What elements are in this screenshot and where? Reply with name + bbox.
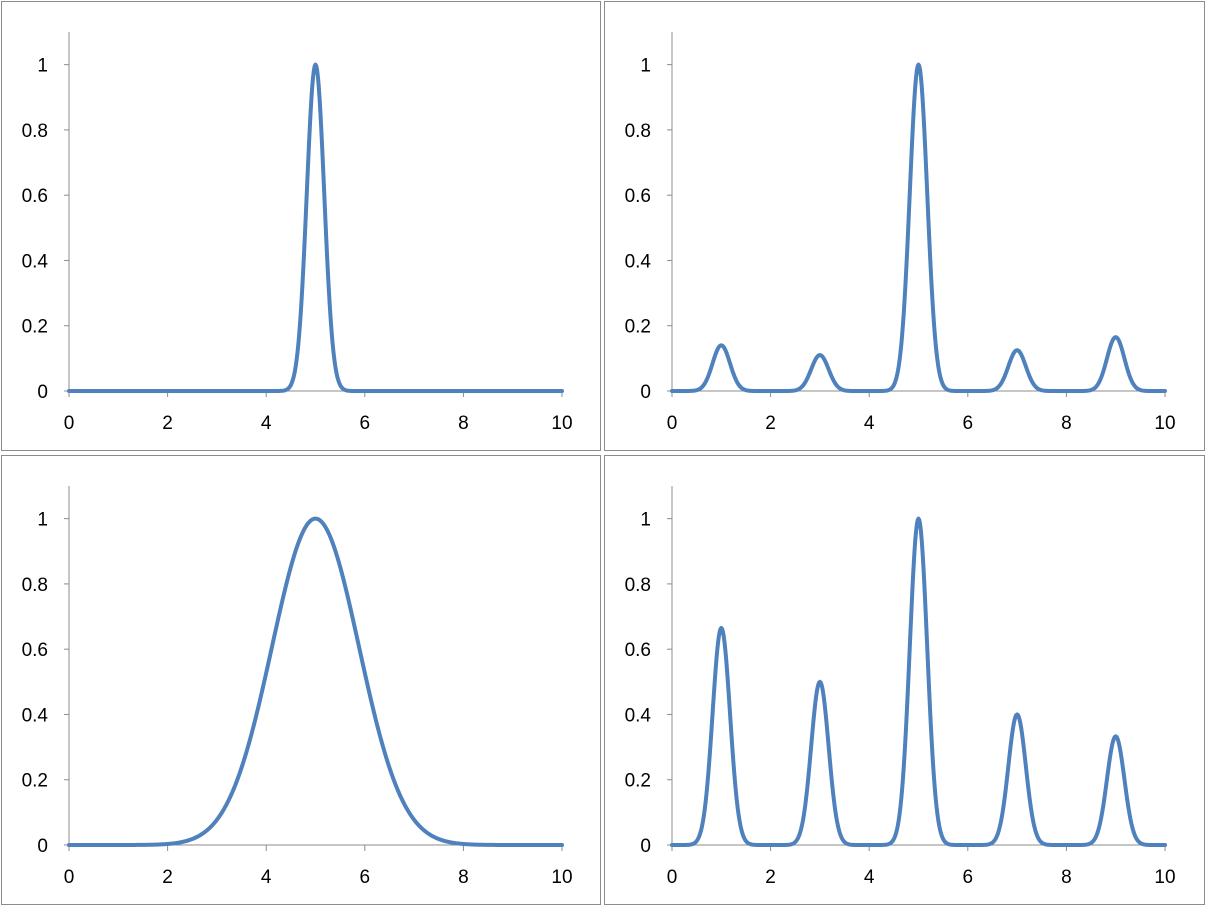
- x-tick-label: 2: [765, 413, 776, 434]
- y-tick-label: 0.4: [625, 251, 652, 272]
- chart-svg-bottom-right: 00.20.40.60.810 2 4 6 8 10: [625, 486, 1176, 888]
- x-tick-label: 4: [864, 413, 875, 434]
- y-tick-label: 0: [640, 836, 651, 857]
- x-tick-label: 8: [458, 867, 469, 888]
- y-tick-label: 0.4: [22, 251, 49, 272]
- chart-panel-bottom-right: 0 0.2 0.4 0.6 0.8 1 0 2 4 6 8 10: [604, 455, 1205, 905]
- y-tick-label: 0.8: [22, 575, 48, 596]
- x-tick-label: 10: [1154, 867, 1175, 888]
- y-tick-label: 0.6: [625, 186, 651, 207]
- x-tick-label: 2: [162, 413, 173, 434]
- x-tick-label: 6: [360, 867, 371, 888]
- y-tick-label: 1: [640, 510, 651, 531]
- x-tick-label: 8: [458, 413, 469, 434]
- y-tick-label: 1: [37, 56, 48, 77]
- x-tick-label: 0: [667, 867, 678, 888]
- y-tick-label: 0: [37, 382, 48, 403]
- x-tick-label: 10: [551, 867, 572, 888]
- x-tick-label: 4: [864, 867, 875, 888]
- y-tick-label: 0.6: [625, 640, 651, 661]
- x-tick-label: 8: [1061, 413, 1072, 434]
- x-tick-label: 10: [1154, 413, 1175, 434]
- y-tick-label: 1: [37, 510, 48, 531]
- chart-panel-bottom-left: 0 0.2 0.4 0.6 0.8 1 0 2 4 6 8 10: [1, 455, 601, 905]
- chart-panel-top-right: 0 0.2 0.4 0.6 0.8 1 0 2 4 6 8 10: [604, 1, 1205, 451]
- x-tick-label: 8: [1061, 867, 1072, 888]
- y-tick-label: 0.2: [625, 771, 651, 792]
- series-line: [67, 62, 564, 393]
- y-tick-label: 0.8: [625, 121, 651, 142]
- series-line: [67, 516, 564, 847]
- chart-svg-top-right: 00.20.40.60.810 2 4 6 8 10: [625, 32, 1176, 434]
- x-tick-label: 0: [64, 413, 75, 434]
- y-tick-label: 0: [640, 382, 651, 403]
- y-tick-label: 1: [640, 56, 651, 77]
- chart-svg-top-left: 00.20.40.60.810 2 4 6 8 10: [22, 32, 573, 434]
- y-tick-label: 0.8: [22, 121, 48, 142]
- y-tick-label: 0: [37, 836, 48, 857]
- x-tick-label: 6: [963, 867, 974, 888]
- x-tick-label: 0: [667, 413, 678, 434]
- y-tick-label: 0.8: [625, 575, 651, 596]
- x-tick-label: 2: [765, 867, 776, 888]
- x-tick-label: 10: [551, 413, 572, 434]
- y-tick-label: 0.6: [22, 640, 48, 661]
- y-tick-label: 0.6: [22, 186, 48, 207]
- x-tick-label: 6: [963, 413, 974, 434]
- x-tick-label: 6: [360, 413, 371, 434]
- x-tick-label: 4: [261, 867, 272, 888]
- x-tick-label: 4: [261, 413, 272, 434]
- chart-svg-bottom-left: 00.20.40.60.810 2 4 6 8 10: [22, 486, 573, 888]
- y-tick-label: 0.2: [22, 317, 48, 338]
- y-tick-label: 0.2: [22, 771, 48, 792]
- series-line: [670, 62, 1167, 393]
- x-tick-label: 2: [162, 867, 173, 888]
- x-tick-label: 0: [64, 867, 75, 888]
- y-tick-label: 0.4: [625, 705, 652, 726]
- y-tick-label: 0.4: [22, 705, 49, 726]
- chart-panel-top-left: 0 0.2 0.4 0.6 0.8 1 0 2 4 6 8 10: [1, 1, 601, 451]
- y-tick-label: 0.2: [625, 317, 651, 338]
- series-line: [670, 516, 1167, 847]
